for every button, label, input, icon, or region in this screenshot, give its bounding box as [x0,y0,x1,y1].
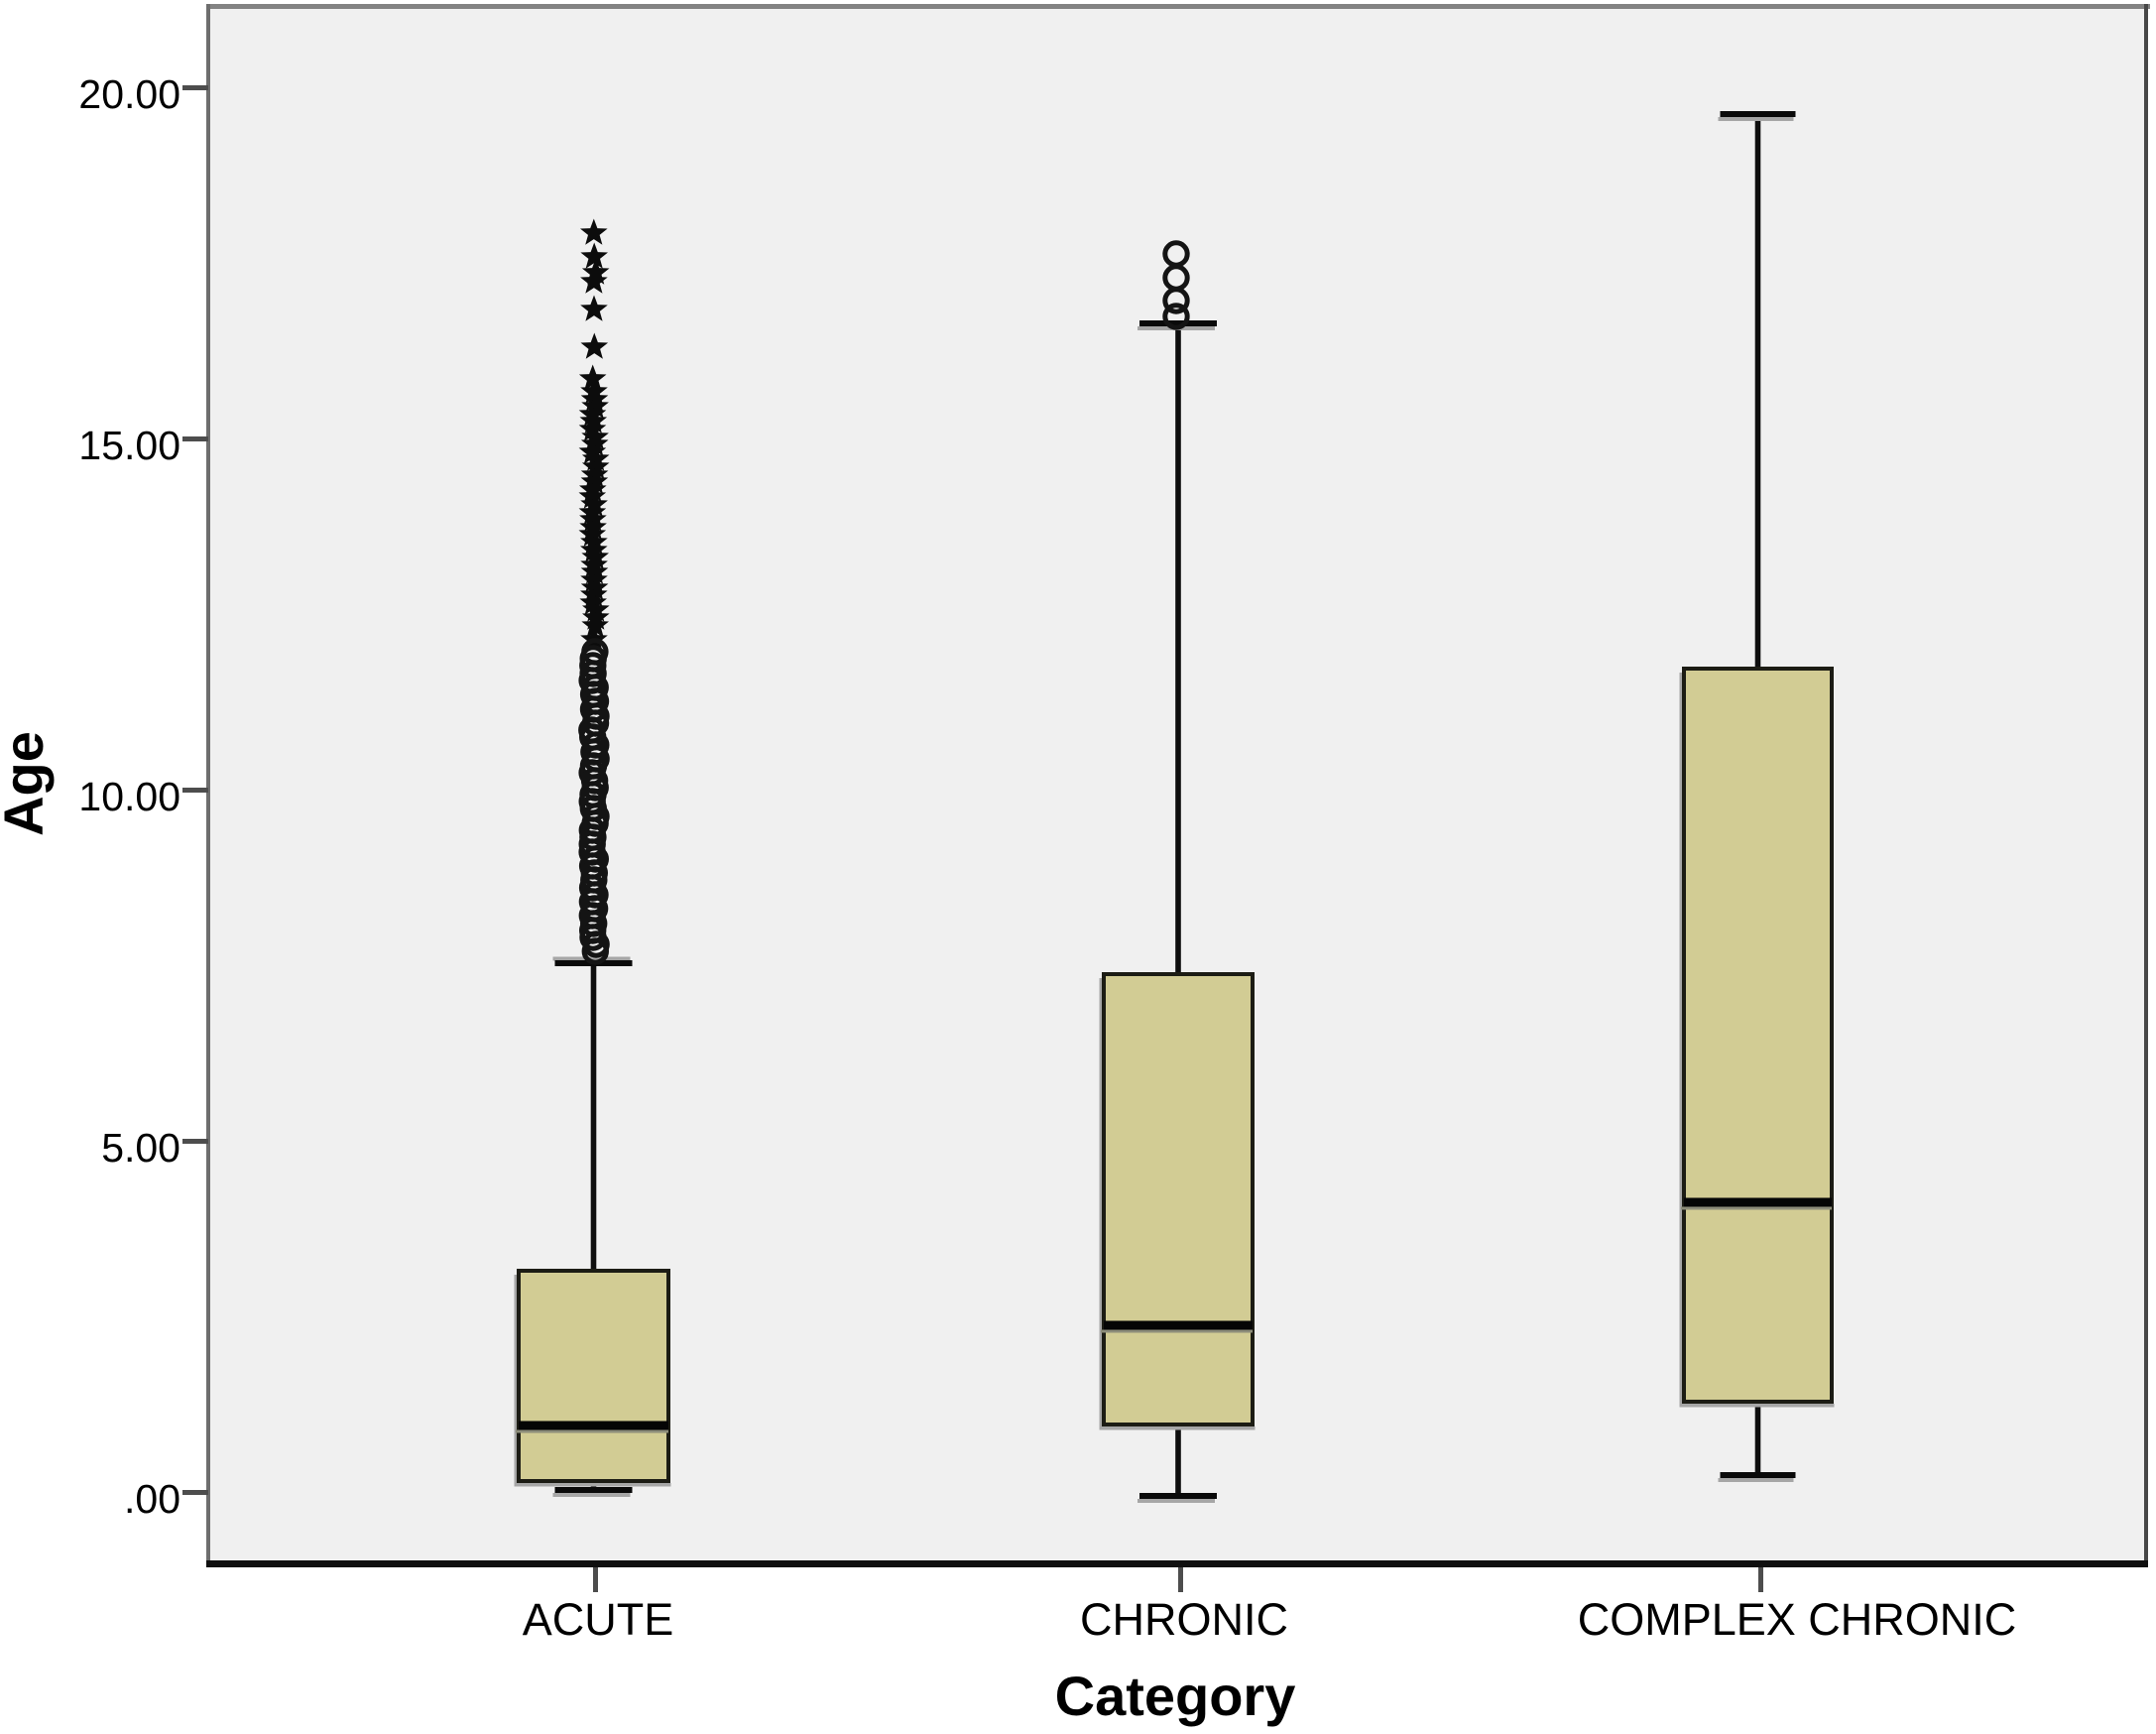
svg-text:ACUTE: ACUTE [523,1594,674,1645]
svg-text:COMPLEX CHRONIC: COMPLEX CHRONIC [1578,1594,2017,1645]
svg-text:.00: .00 [124,1476,180,1522]
svg-text:10.00: 10.00 [78,774,180,819]
svg-text:20.00: 20.00 [78,71,180,117]
svg-text:5.00: 5.00 [101,1125,180,1171]
svg-text:CHRONIC: CHRONIC [1080,1594,1288,1645]
svg-text:Age: Age [0,731,55,836]
svg-text:15.00: 15.00 [78,423,180,468]
svg-text:Category: Category [1055,1665,1296,1727]
